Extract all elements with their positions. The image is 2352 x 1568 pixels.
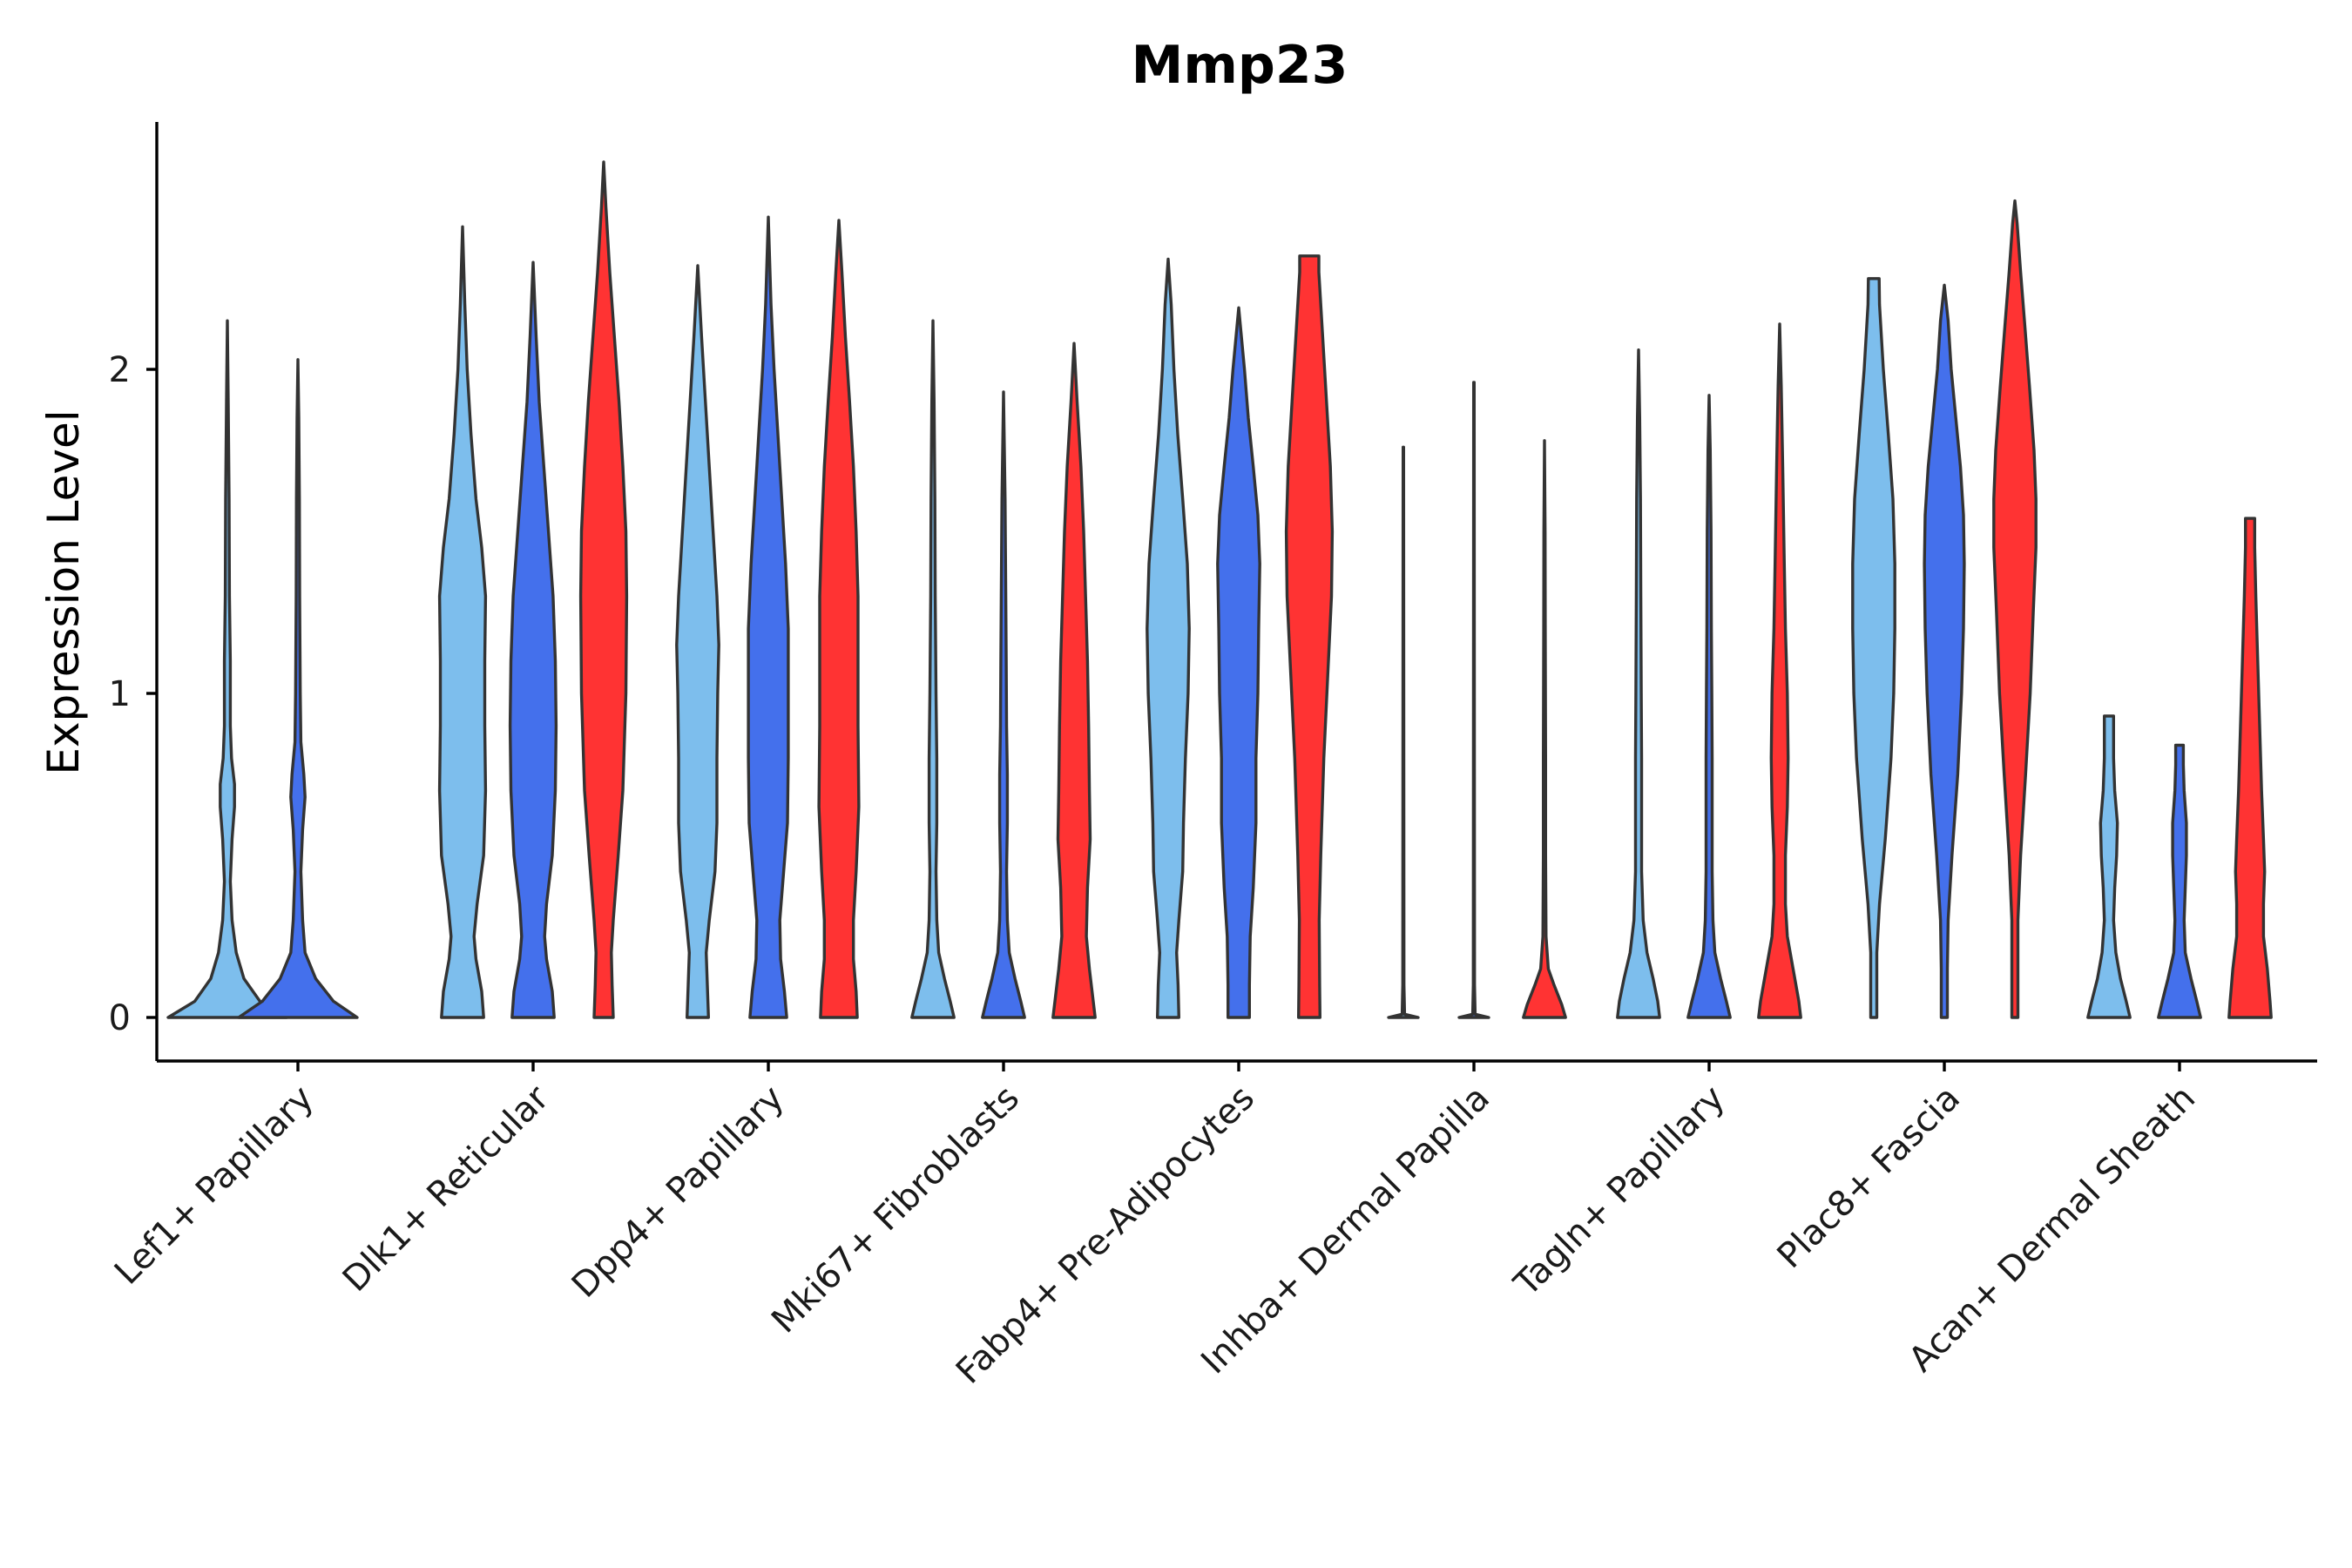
violin-acan-dermal-sheath-group-3 xyxy=(2227,517,2273,1019)
violin-dpp4-papillary-group-1 xyxy=(675,264,720,1019)
violin-acan-dermal-sheath-group-2 xyxy=(2157,743,2202,1019)
violin-dlk1-reticular-group-1 xyxy=(437,225,488,1019)
violin-inhba-dermal-papilla-group-2 xyxy=(1457,381,1490,1019)
violin-mki67-fibroblasts-group-1 xyxy=(910,319,956,1019)
violin-tagln-papillary-group-2 xyxy=(1686,394,1732,1019)
violin-acan-dermal-sheath-group-1 xyxy=(2086,714,2132,1019)
x-axis: Lef1+ Papillary Dlk1+ Reticular Dpp4+ Papi… xyxy=(107,1059,2317,1392)
violin-lef1-papillary-group-1 xyxy=(166,319,288,1019)
y-axis-title: Expression Level xyxy=(38,409,89,774)
x-tick-label-mki67-fibroblasts: Mki67+ Fibroblasts xyxy=(764,1078,1027,1342)
violin-dlk1-reticular-group-3 xyxy=(578,160,629,1019)
y-tick-label-2: 2 xyxy=(109,350,131,390)
x-tick-label-tagln-papillary: Tagln+ Papillary xyxy=(1506,1078,1733,1305)
y-axis: 0 1 2 xyxy=(109,122,159,1061)
x-tick-label-lef1-papillary: Lef1+ Papillary xyxy=(107,1078,321,1293)
violin-mki67-fibroblasts-group-2 xyxy=(981,390,1026,1019)
violin-inhba-dermal-papilla-group-3 xyxy=(1522,439,1567,1019)
violin-mki67-fibroblasts-group-3 xyxy=(1051,341,1097,1019)
chart-title: Mmp23 xyxy=(1132,35,1348,96)
violin-lef1-papillary-group-2 xyxy=(237,358,359,1019)
violin-dlk1-reticular-group-2 xyxy=(508,260,558,1019)
violin-fabp4-pre-adipocytes-group-2 xyxy=(1216,306,1261,1019)
x-tick-label-dlk1-reticular: Dlk1+ Reticular xyxy=(335,1078,558,1300)
violin-fabp4-pre-adipocytes-group-3 xyxy=(1284,254,1335,1019)
y-tick-label-1: 1 xyxy=(109,674,131,714)
x-tick-label-plac8-fascia: Plac8+ Fascia xyxy=(1770,1078,1969,1277)
y-tick-label-0: 0 xyxy=(109,998,131,1038)
violin-inhba-dermal-papilla-group-1 xyxy=(1387,445,1420,1019)
violin-fabp4-pre-adipocytes-group-1 xyxy=(1146,257,1191,1019)
violin-plac8-fascia-group-1 xyxy=(1851,277,1896,1019)
violin-plac8-fascia-group-2 xyxy=(1923,283,1966,1019)
violin-dpp4-papillary-group-3 xyxy=(817,219,861,1019)
violin-tagln-papillary-group-3 xyxy=(1757,322,1802,1019)
violin-tagln-papillary-group-1 xyxy=(1616,348,1661,1019)
x-tick-label-dpp4-papillary: Dpp4+ Papillary xyxy=(564,1078,792,1306)
violin-plac8-fascia-group-3 xyxy=(1992,199,2038,1019)
violin-dpp4-papillary-group-2 xyxy=(747,215,790,1019)
violins-layer xyxy=(166,160,2273,1019)
